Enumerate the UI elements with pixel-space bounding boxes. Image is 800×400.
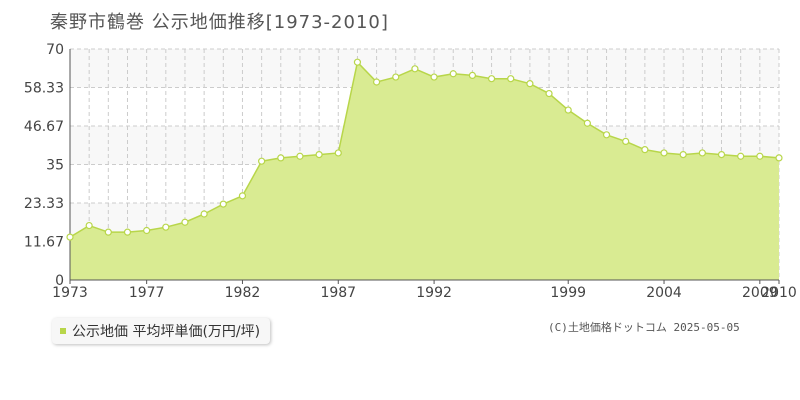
y-tick-label: 70 xyxy=(46,42,64,58)
data-point xyxy=(296,152,304,160)
data-point xyxy=(181,218,189,226)
data-point xyxy=(564,106,572,114)
data-point xyxy=(200,210,208,218)
data-point xyxy=(717,151,726,159)
data-point xyxy=(411,65,419,73)
legend: 公示地価 平均坪単価(万円/坪) xyxy=(52,318,271,344)
data-point xyxy=(468,71,477,80)
legend-label: 公示地価 平均坪単価(万円/坪) xyxy=(72,324,261,340)
data-point xyxy=(162,223,170,231)
x-tick-label: 2009 xyxy=(742,285,778,301)
x-tick-label: 1987 xyxy=(320,285,356,301)
data-point xyxy=(660,149,668,157)
data-point xyxy=(277,154,285,162)
x-tick-label: 1999 xyxy=(550,285,586,301)
data-point xyxy=(449,70,457,78)
data-point xyxy=(602,131,611,139)
data-point xyxy=(545,89,553,98)
data-point xyxy=(526,80,534,88)
data-point xyxy=(353,58,362,66)
data-point xyxy=(123,228,132,236)
data-point xyxy=(775,154,783,162)
data-point xyxy=(104,228,112,236)
data-point xyxy=(315,151,323,159)
data-point xyxy=(737,152,745,160)
data-point xyxy=(756,152,764,160)
data-point xyxy=(372,78,381,86)
y-tick-label: 23.33 xyxy=(24,196,64,212)
series-area xyxy=(70,62,779,281)
x-tick-label: 2010 xyxy=(761,285,797,301)
legend-swatch xyxy=(60,328,66,334)
data-point xyxy=(507,75,515,83)
credit-text: (C)土地価格ドットコム 2025-05-05 xyxy=(548,321,740,334)
data-point xyxy=(487,75,496,83)
y-tick-labels: 0 11.67 23.33 35 46.67 58.33 70 xyxy=(24,42,64,289)
data-point xyxy=(219,200,227,208)
chart-axes xyxy=(69,49,780,284)
chart-area xyxy=(69,60,780,281)
data-point xyxy=(143,226,151,235)
y-tick-label: 35 xyxy=(46,158,64,174)
data-point xyxy=(66,233,74,241)
y-tick-label: 0 xyxy=(55,273,64,289)
data-point xyxy=(641,146,649,154)
data-point xyxy=(258,157,266,165)
data-point xyxy=(698,149,706,157)
data-point xyxy=(392,73,400,81)
y-tick-label: 11.67 xyxy=(24,234,64,250)
data-point xyxy=(238,192,247,200)
data-point xyxy=(334,149,342,157)
chart-points xyxy=(66,58,783,241)
data-point xyxy=(622,137,630,145)
y-tick-label: 46.67 xyxy=(24,119,64,135)
y-tick-label: 58.33 xyxy=(24,81,64,97)
data-point xyxy=(85,221,93,230)
data-point xyxy=(583,119,591,127)
x-tick-label: 1992 xyxy=(416,285,452,301)
data-point xyxy=(430,73,438,81)
data-point xyxy=(679,151,687,159)
x-tick-label: 1973 xyxy=(52,285,88,301)
x-tick-label: 1982 xyxy=(225,285,261,301)
chart-title: 秦野市鶴巻 公示地価推移[1973-2010] xyxy=(50,12,389,33)
x-tick-label: 1977 xyxy=(129,285,165,301)
x-tick-label: 2004 xyxy=(646,285,682,301)
